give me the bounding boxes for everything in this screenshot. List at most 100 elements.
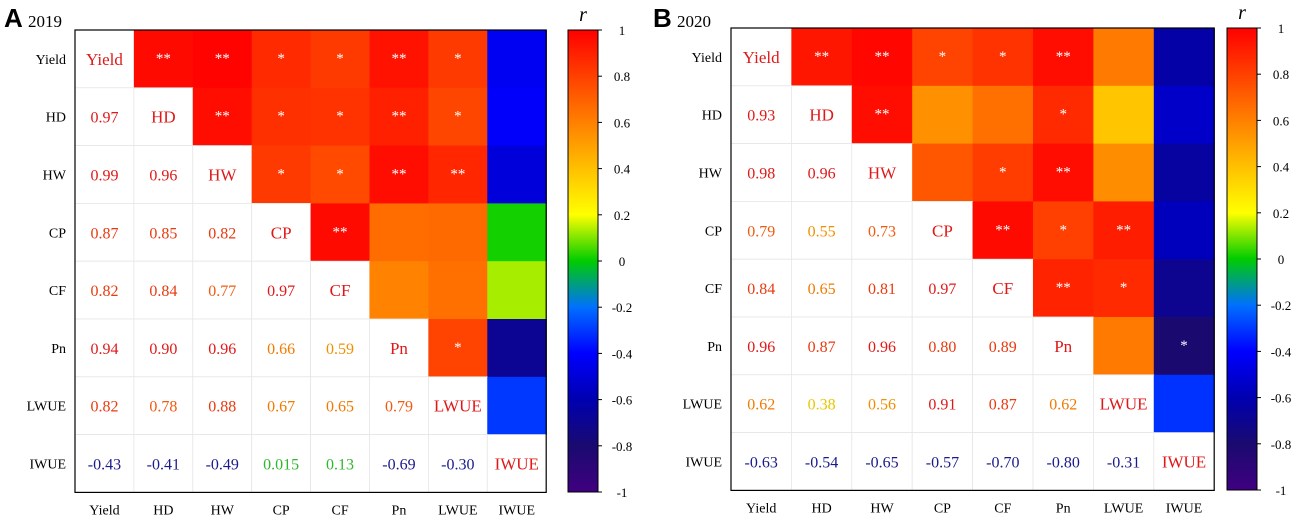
correlation-value: 0.80 <box>928 339 956 356</box>
row-label: Yield <box>36 53 66 68</box>
heatmap-cell <box>369 145 429 204</box>
value-cell <box>911 258 974 318</box>
heatmap-cell <box>428 87 488 147</box>
heatmap-cell <box>1153 201 1215 260</box>
significance-mark: ** <box>391 109 406 125</box>
correlation-value: 0.13 <box>326 457 354 474</box>
correlation-value: -0.31 <box>1107 455 1140 472</box>
heatmap-cell <box>369 30 429 89</box>
correlation-value: 0.65 <box>808 281 836 298</box>
significance-mark: * <box>336 167 344 183</box>
correlation-value: 0.87 <box>808 339 836 356</box>
row-label: Pn <box>51 342 66 357</box>
colorbar-tick-label: -1 <box>1276 483 1287 498</box>
value-cell <box>791 432 853 491</box>
diagonal-label: HW <box>208 166 237 185</box>
colorbar-tick-label: 0.2 <box>614 208 630 223</box>
correlation-value: 0.62 <box>1049 397 1077 414</box>
value-cell <box>133 202 194 262</box>
colorbar <box>1226 27 1258 491</box>
heatmap-cell <box>912 85 974 145</box>
diagonal-label: CF <box>992 279 1013 298</box>
heatmap-cell <box>791 28 853 87</box>
heatmap-cell <box>972 143 1034 202</box>
correlation-value: 0.56 <box>868 397 896 414</box>
correlation-value: 0.79 <box>385 399 413 416</box>
heatmap-cell <box>972 28 1034 87</box>
heatmap-cell <box>1153 28 1215 87</box>
value-cell <box>192 260 253 320</box>
correlation-value: 0.77 <box>208 283 236 300</box>
colorbar <box>567 29 599 493</box>
correlation-value: 0.66 <box>267 341 295 358</box>
diagonal-label: CF <box>330 281 351 300</box>
row-label: HD <box>46 111 66 126</box>
heatmap-cell <box>1093 259 1155 318</box>
significance-mark: * <box>454 51 462 67</box>
column-label: Pn <box>1056 501 1071 516</box>
heatmap-cell <box>487 261 547 320</box>
significance-mark: ** <box>1056 280 1071 296</box>
correlation-value: -0.54 <box>805 455 838 472</box>
value-cell <box>133 376 194 435</box>
correlation-value: -0.41 <box>147 457 180 474</box>
colorbar-tick-label: -0.6 <box>1271 391 1292 406</box>
heatmap-cell <box>369 261 429 320</box>
correlation-value: 0.99 <box>90 168 118 185</box>
row-label: HW <box>699 167 723 182</box>
value-cell <box>251 260 311 320</box>
correlation-value: 0.96 <box>747 339 775 356</box>
correlation-value: 0.82 <box>208 225 236 242</box>
value-cell <box>730 200 792 260</box>
correlation-value: 0.84 <box>747 281 775 298</box>
column-label: HD <box>153 503 173 518</box>
correlation-value: 0.96 <box>808 166 836 183</box>
row-label: CF <box>49 284 66 299</box>
colorbar-tick-label: -0.4 <box>612 346 633 361</box>
significance-mark: * <box>1180 338 1188 354</box>
column-label: Yield <box>89 503 119 518</box>
heatmap-cell <box>487 30 547 89</box>
diagonal-label: Pn <box>390 339 408 358</box>
heatmap-cell <box>1033 143 1094 202</box>
heatmap-cell <box>912 28 974 87</box>
colorbar-tick-label: 0.6 <box>614 115 631 130</box>
correlation-value: 0.90 <box>149 341 177 358</box>
significance-mark: ** <box>814 49 829 65</box>
correlation-value: 0.89 <box>989 339 1017 356</box>
heatmap-cell <box>1093 143 1155 202</box>
correlation-value: 0.55 <box>808 223 836 240</box>
value-cell <box>192 376 253 435</box>
diagonal-label: LWUE <box>434 397 482 416</box>
heatmap-cell <box>487 145 547 204</box>
colorbar-tick-label: 0.2 <box>1273 206 1289 221</box>
significance-mark: * <box>1120 280 1128 296</box>
significance-mark: * <box>1059 222 1067 238</box>
heatmap-cell <box>487 376 547 436</box>
column-label: CF <box>994 501 1011 516</box>
diagonal-label: LWUE <box>1100 395 1148 414</box>
colorbar-tick-label: 1 <box>1278 21 1285 36</box>
value-cell <box>791 143 853 202</box>
value-cell <box>730 258 792 318</box>
colorbar-tick-label: -0.2 <box>1271 298 1292 313</box>
colorbar-tick-label: 0 <box>619 254 626 269</box>
heatmap-cell <box>310 203 371 262</box>
value-cell <box>1093 374 1155 433</box>
value-cell <box>251 318 311 378</box>
heatmap-cell <box>1093 317 1155 376</box>
heatmap-cell <box>251 30 312 89</box>
row-label: CP <box>49 226 66 241</box>
value-cell <box>1032 316 1094 376</box>
correlation-value: 0.78 <box>149 399 177 416</box>
value-cell <box>74 87 135 147</box>
heatmap-cell <box>1033 201 1094 260</box>
correlation-value: 0.84 <box>149 283 177 300</box>
heatmap-cell <box>310 87 371 147</box>
heatmap-cell <box>487 319 547 378</box>
value-cell <box>369 318 429 378</box>
diagonal-label: IWUE <box>1162 453 1206 472</box>
heatmap-cell <box>1153 259 1215 318</box>
colorbar-tick-label: -0.8 <box>1271 437 1292 452</box>
